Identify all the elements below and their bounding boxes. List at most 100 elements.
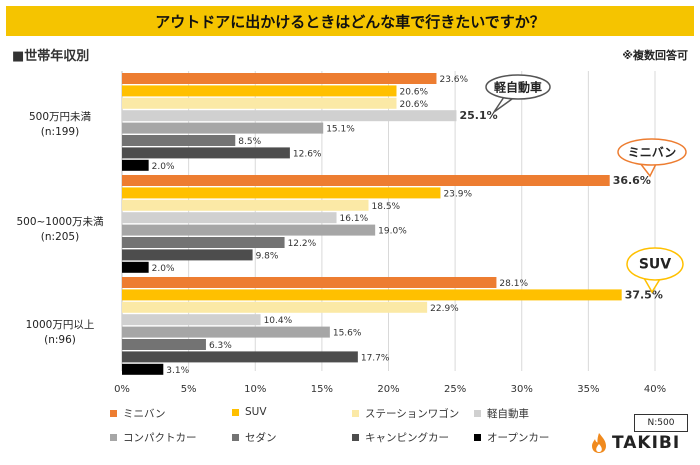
group-label-line1: 500~1000万未満 [16, 216, 104, 228]
legend-item-compact: コンパクトカー [110, 430, 197, 445]
group-label-line1: 1000万円以上 [25, 319, 95, 331]
bar-station-wagon [122, 199, 369, 211]
data-label: 16.1% [340, 214, 369, 224]
legend-swatch [352, 410, 359, 417]
x-tick-label: 40% [644, 384, 666, 395]
group-label-over-10m: 1000万円以上 (n:96) [4, 318, 116, 348]
takibi-logo: TAKIBI [590, 432, 680, 454]
group-label-5m-10m: 500~1000万未満 (n:205) [4, 215, 116, 245]
bar-suv [122, 85, 397, 97]
data-label: 17.7% [361, 353, 390, 363]
data-label: 20.6% [399, 100, 428, 110]
bar-open [122, 159, 149, 171]
sample-size: N:500 [647, 418, 675, 428]
chart-subtitle: ■世帯年収別 [12, 49, 90, 64]
data-label: 9.8% [256, 251, 279, 261]
legend-swatch [352, 434, 359, 441]
data-label: 18.5% [372, 202, 401, 212]
legend-label: ステーションワゴン [365, 408, 460, 420]
sample-size-box: N:500 [634, 414, 688, 432]
data-label: 36.6% [613, 174, 651, 187]
callout-fill [487, 76, 549, 98]
data-label: 3.1% [166, 366, 189, 376]
x-tick-label: 5% [181, 384, 197, 395]
callout-label: 軽自動車 [494, 80, 542, 95]
data-label: 2.0% [152, 162, 175, 172]
legend-swatch [474, 434, 481, 441]
callout-label: SUV [639, 257, 671, 273]
legend-label: 軽自動車 [487, 408, 529, 420]
bar-kei [122, 212, 337, 224]
data-label: 12.6% [293, 149, 322, 159]
x-tick-label: 25% [444, 384, 466, 395]
legend-item-camping: キャンピングカー [352, 430, 449, 445]
legend-label: SUV [245, 406, 267, 418]
data-label: 2.0% [152, 264, 175, 274]
legend-label: セダン [245, 432, 277, 444]
legend-item-kei: 軽自動車 [474, 406, 529, 421]
callout-fill [619, 140, 685, 164]
group-label-line2: (n:199) [40, 126, 80, 138]
legend-label: コンパクトカー [123, 432, 197, 444]
bar-minivan [122, 175, 610, 186]
legend-swatch [474, 410, 481, 417]
logo-text: TAKIBI [612, 433, 681, 453]
data-label: 12.2% [288, 239, 317, 249]
legend-swatch [110, 434, 117, 441]
legend-label: オープンカー [487, 432, 550, 444]
data-label: 10.4% [264, 316, 293, 326]
data-label: 23.9% [443, 189, 472, 199]
flame-icon [592, 433, 606, 453]
x-tick-label: 20% [377, 384, 399, 395]
legend-item-minivan: ミニバン [110, 406, 166, 421]
legend-label: キャンピングカー [365, 432, 449, 444]
bar-open [122, 363, 164, 375]
data-label: 37.5% [625, 288, 663, 301]
bar-compact [122, 224, 376, 236]
callout-label: ミニバン [628, 146, 677, 160]
bar-compact [122, 122, 324, 134]
bar-camping [122, 147, 290, 159]
x-tick-label: 30% [511, 384, 533, 395]
legend-swatch [110, 410, 117, 417]
x-tick-label: 0% [114, 384, 130, 395]
data-label: 6.3% [209, 341, 232, 351]
data-label: 25.1% [459, 109, 497, 122]
group-label-line1: 500万円未満 [28, 111, 92, 123]
bar-sedan [122, 339, 206, 350]
bar-suv [122, 289, 622, 301]
bar-camping [122, 249, 253, 261]
multiple-answer-note: ※複数回答可 [622, 49, 688, 62]
bar-station-wagon [122, 301, 428, 313]
group-label-line2: (n:96) [44, 334, 76, 346]
group-label-line2: (n:205) [40, 231, 80, 243]
legend-swatch [232, 434, 239, 441]
bar-camping [122, 351, 358, 363]
data-label: 8.5% [238, 137, 261, 147]
legend-item-station-wagon: ステーションワゴン [352, 406, 459, 421]
data-label: 23.6% [439, 75, 468, 85]
data-label: 19.0% [378, 227, 407, 237]
bar-minivan [122, 73, 437, 84]
data-label: 28.1% [499, 279, 528, 289]
legend-label: ミニバン [123, 408, 166, 420]
callout-fill [628, 249, 682, 279]
legend-swatch [232, 408, 239, 416]
data-label: 15.1% [326, 125, 355, 135]
bar-compact [122, 326, 330, 338]
data-label: 15.6% [333, 329, 362, 339]
bar-open [122, 261, 149, 273]
bar-sedan [122, 237, 285, 248]
chart-title: アウトドアに出かけるときはどんな車で行きたいですか？ [6, 6, 694, 36]
x-tick-label: 35% [577, 384, 599, 395]
data-label: 20.6% [399, 87, 428, 97]
bar-minivan [122, 277, 497, 288]
legend-item-open: オープンカー [474, 430, 549, 445]
group-label-under-5m: 500万円未満 (n:199) [4, 110, 116, 140]
x-tick-label: 15% [311, 384, 333, 395]
bar-kei [122, 110, 457, 122]
legend-item-suv: SUV [232, 406, 267, 418]
x-tick-label: 10% [244, 384, 266, 395]
bar-kei [122, 314, 261, 326]
data-label: 22.9% [430, 304, 459, 314]
